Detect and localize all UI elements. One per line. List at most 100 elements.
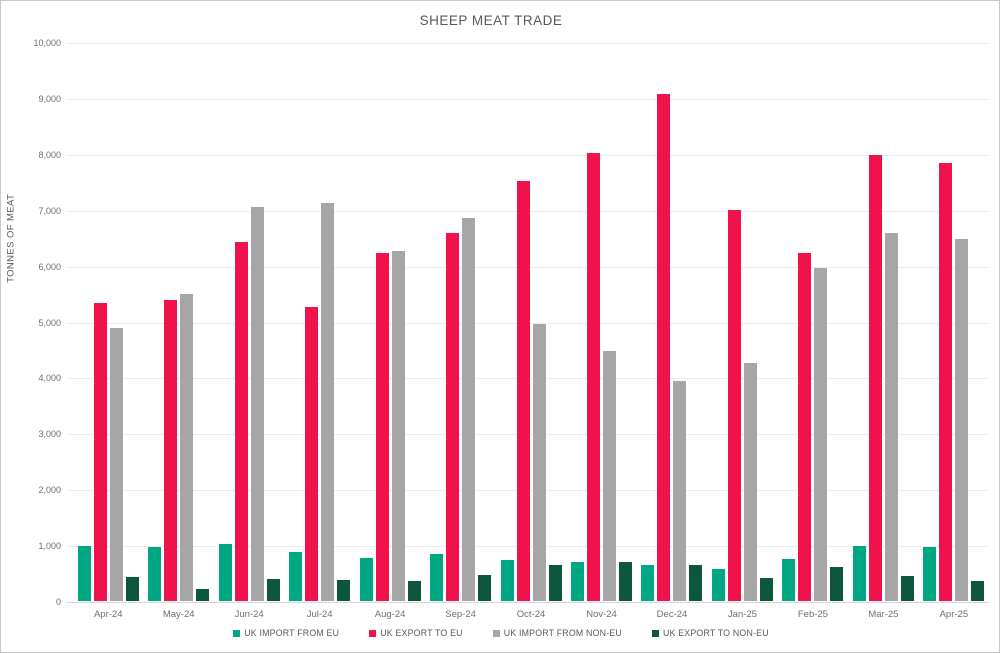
- bar-uk-import-from-eu: [923, 546, 937, 601]
- bar-group-mar-25: [848, 43, 918, 601]
- bar-uk-export-to-non-eu: [266, 579, 280, 601]
- bar-group-jun-24: [214, 43, 284, 601]
- y-axis-tick-label: 10,000: [33, 38, 61, 48]
- x-axis-tick-label: Apr-25: [939, 609, 969, 620]
- gridline: [67, 43, 989, 44]
- bar-uk-import-from-non-eu: [180, 293, 194, 601]
- bar-uk-export-to-non-eu: [971, 580, 985, 601]
- y-axis-tick-label: 8,000: [38, 149, 61, 160]
- x-axis-tick-label: Apr-24: [93, 609, 123, 620]
- x-axis-tick-label: Aug-24: [374, 609, 406, 620]
- bar-uk-import-from-eu: [782, 559, 796, 601]
- bar-uk-export-to-non-eu: [548, 565, 562, 601]
- bar-uk-import-from-non-eu: [532, 323, 546, 601]
- y-axis-tick-label: 7,000: [38, 205, 61, 216]
- legend-item-uk-export-to-eu: UK EXPORT TO EU: [369, 628, 463, 638]
- bar-group-sep-24: [425, 43, 495, 601]
- bar-uk-import-from-non-eu: [250, 206, 264, 601]
- bar-uk-export-to-non-eu: [478, 575, 492, 601]
- legend-marker-icon: [492, 629, 500, 637]
- bar-uk-import-from-non-eu: [743, 363, 757, 601]
- bar-uk-export-to-non-eu: [125, 576, 139, 601]
- x-axis-tick-label: Mar-25: [868, 609, 899, 620]
- legend-label: UK EXPORT TO NON-EU: [662, 628, 769, 638]
- bar-uk-import-from-non-eu: [462, 217, 476, 601]
- bar-group-aug-24: [355, 43, 425, 601]
- legend-label: UK IMPORT FROM EU: [244, 628, 340, 638]
- bar-group-apr-25: [919, 43, 989, 601]
- x-axis-tick-label: May-24: [162, 609, 195, 620]
- legend-marker-icon: [233, 629, 241, 637]
- bar-uk-import-from-eu: [500, 560, 514, 601]
- bar-uk-import-from-eu: [571, 562, 585, 601]
- bar-uk-import-from-non-eu: [391, 250, 405, 601]
- bar-uk-export-to-non-eu: [337, 580, 351, 601]
- bar-group-nov-24: [566, 43, 636, 601]
- x-axis-tick-label: Jul-24: [306, 609, 333, 620]
- bar-uk-export-to-eu: [234, 242, 248, 601]
- bar-uk-import-from-non-eu: [673, 380, 687, 601]
- bar-uk-export-to-eu: [446, 232, 460, 601]
- legend-item-uk-import-from-non-eu: UK IMPORT FROM NON-EU: [492, 628, 622, 638]
- bar-uk-export-to-eu: [375, 252, 389, 601]
- y-axis-tick-label: 9,000: [38, 93, 61, 104]
- bar-uk-import-from-non-eu: [955, 239, 969, 601]
- bar-uk-export-to-eu: [164, 299, 178, 601]
- bar-uk-import-from-eu: [641, 564, 655, 601]
- y-axis-tick-label: 6,000: [38, 261, 61, 272]
- bar-group-may-24: [143, 43, 213, 601]
- bar-uk-import-from-non-eu: [109, 327, 123, 601]
- bar-group-dec-24: [637, 43, 707, 601]
- x-axis-tick-label: Sep-24: [445, 609, 476, 620]
- bar-uk-import-from-eu: [359, 558, 373, 601]
- bar-uk-import-from-eu: [77, 546, 91, 601]
- bar-group-jul-24: [284, 43, 354, 601]
- bar-uk-export-to-eu: [727, 209, 741, 601]
- bar-uk-import-from-eu: [430, 554, 444, 601]
- bar-group-feb-25: [778, 43, 848, 601]
- bar-uk-import-from-eu: [852, 545, 866, 601]
- bar-uk-export-to-eu: [516, 181, 530, 601]
- x-axis-tick-label: Jan-25: [727, 609, 757, 620]
- x-axis-tick-label: Dec-24: [656, 609, 688, 620]
- bar-uk-import-from-eu: [711, 568, 725, 601]
- bar-uk-export-to-non-eu: [759, 578, 773, 601]
- bar-uk-export-to-non-eu: [196, 588, 210, 601]
- bars-row: [73, 43, 989, 601]
- bar-uk-export-to-eu: [93, 302, 107, 601]
- bar-uk-export-to-eu: [305, 306, 319, 601]
- legend: UK IMPORT FROM EU UK EXPORT TO EU UK IMPOR…: [1, 628, 999, 638]
- y-axis-tick-label: 5,000: [38, 317, 61, 328]
- x-axis-labels: Apr-24 May-24 Jun-24 Jul-24 Aug-24 Sep-24 Oct-…: [73, 609, 989, 620]
- x-axis-tick-label: Jun-24: [234, 609, 264, 620]
- legend-marker-icon: [651, 629, 659, 637]
- bar-uk-export-to-eu: [798, 253, 812, 601]
- plot-area: 0 1,000 2,000 3,000 4,000 5,000 6,000 7,000 8,00…: [33, 38, 989, 607]
- bar-uk-import-from-eu: [289, 551, 303, 601]
- bar-uk-export-to-non-eu: [689, 564, 703, 601]
- x-axis-tick-label: Feb-25: [797, 609, 828, 620]
- bar-uk-export-to-eu: [587, 152, 601, 601]
- bar-uk-import-from-eu: [148, 546, 162, 601]
- legend-item-uk-import-from-eu: UK IMPORT FROM EU: [233, 628, 339, 638]
- bar-group-jan-25: [707, 43, 777, 601]
- x-axis-tick-label: Nov-24: [586, 609, 617, 620]
- y-axis-tick-label: 0: [55, 597, 61, 607]
- bar-uk-import-from-eu: [218, 543, 232, 601]
- bar-uk-export-to-eu: [939, 163, 953, 601]
- gridline: [67, 602, 989, 603]
- y-axis-tick-label: 2,000: [38, 485, 61, 496]
- x-axis-tick-label: Oct-24: [516, 609, 546, 620]
- gridline: [67, 98, 989, 100]
- chart-title: SHEEP MEAT TRADE: [419, 13, 563, 28]
- bar-uk-export-to-non-eu: [900, 575, 914, 601]
- legend-item-uk-export-to-non-eu: UK EXPORT TO NON-EU: [651, 628, 769, 638]
- y-axis-tick-label: 1,000: [38, 541, 61, 552]
- bar-group-apr-24: [73, 43, 143, 601]
- bar-uk-import-from-non-eu: [814, 267, 828, 601]
- bar-group-oct-24: [496, 43, 566, 601]
- bar-uk-import-from-non-eu: [884, 232, 898, 601]
- bar-uk-import-from-non-eu: [321, 203, 335, 601]
- legend-label: UK EXPORT TO EU: [380, 628, 463, 638]
